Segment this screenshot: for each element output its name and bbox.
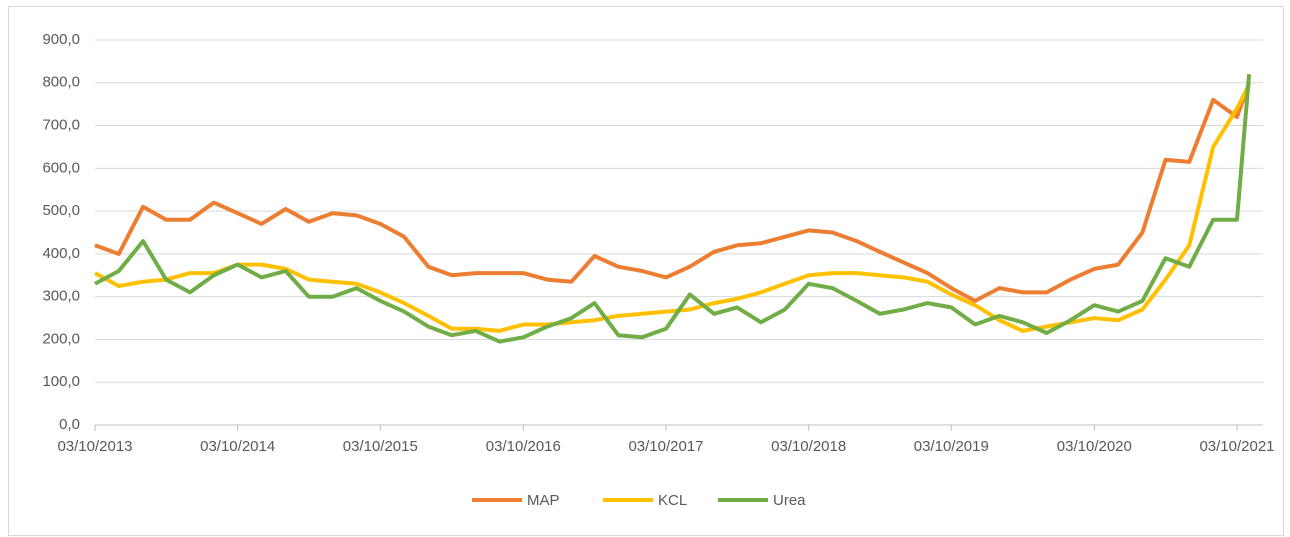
x-tick-label: 03/10/2014: [200, 438, 275, 455]
y-tick-label: 900,0: [42, 31, 80, 48]
y-tick-label: 400,0: [42, 245, 80, 262]
legend-label: Urea: [773, 492, 806, 509]
y-tick-label: 700,0: [42, 117, 80, 134]
y-tick-label: 300,0: [42, 288, 80, 305]
x-tick-label: 03/10/2013: [57, 438, 132, 455]
x-tick-label: 03/10/2015: [343, 438, 418, 455]
x-tick-label: 03/10/2018: [771, 438, 846, 455]
y-tick-label: 800,0: [42, 74, 80, 91]
line-series: [94, 74, 1252, 344]
x-tick-label: 03/10/2017: [628, 438, 703, 455]
y-tick-label: 0,0: [59, 416, 80, 433]
y-tick-label: 100,0: [42, 373, 80, 390]
y-tick-label: 200,0: [42, 330, 80, 347]
legend-label: KCL: [658, 492, 687, 509]
x-tick-label: 03/10/2016: [486, 438, 561, 455]
legend-label: MAP: [527, 492, 560, 509]
y-tick-label: 500,0: [42, 202, 80, 219]
x-tick-label: 03/10/2019: [914, 438, 989, 455]
x-tick-label: 03/10/2021: [1199, 438, 1274, 455]
y-tick-label: 600,0: [42, 159, 80, 176]
x-tick-label: 03/10/2020: [1057, 438, 1132, 455]
line-series: [94, 82, 1251, 303]
